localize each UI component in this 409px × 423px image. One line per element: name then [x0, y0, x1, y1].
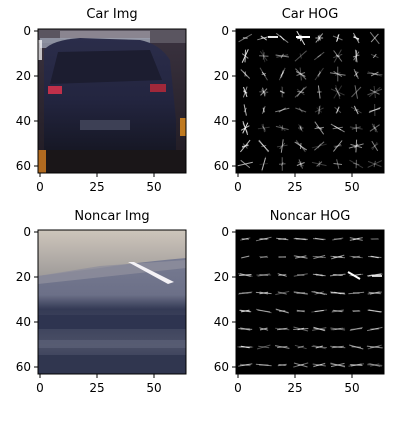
x-tick-label: 0 [234, 381, 242, 395]
y-tick-label: 0 [221, 24, 229, 38]
y-tick-label: 40 [16, 114, 31, 128]
y-tick-label: 0 [221, 225, 229, 239]
x-tick-label: 25 [287, 180, 302, 194]
panel-title: Car HOG [282, 7, 339, 22]
y-tick-label: 60 [16, 159, 31, 173]
noncar-photo [38, 230, 186, 374]
y-ticks: 0 20 40 60 [214, 24, 236, 173]
y-tick-label: 60 [16, 360, 31, 374]
hog-stroke [259, 56, 268, 57]
x-tick-label: 0 [36, 381, 44, 395]
x-ticks: 0 25 50 [234, 173, 359, 194]
x-ticks: 0 25 50 [36, 173, 161, 194]
x-tick-label: 25 [89, 180, 104, 194]
hog-stroke [297, 275, 304, 276]
x-tick-label: 50 [146, 180, 161, 194]
panel-title: Noncar HOG [270, 209, 351, 224]
x-tick-label: 50 [146, 381, 161, 395]
car-photo [38, 29, 186, 173]
x-ticks: 0 25 50 [234, 374, 359, 395]
y-tick-label: 40 [214, 114, 229, 128]
panel-title: Car Img [86, 7, 137, 22]
panel-noncar-img: Noncar Img 0 20 40 60 [16, 209, 186, 395]
y-tick-label: 40 [16, 315, 31, 329]
y-tick-label: 20 [16, 69, 31, 83]
x-tick-label: 50 [344, 381, 359, 395]
y-tick-label: 0 [23, 24, 31, 38]
y-tick-label: 60 [214, 159, 229, 173]
y-tick-label: 60 [214, 360, 229, 374]
x-tick-label: 25 [89, 381, 104, 395]
y-tick-label: 20 [16, 270, 31, 284]
y-tick-label: 20 [214, 270, 229, 284]
y-ticks: 0 20 40 60 [16, 24, 38, 173]
hog-background [236, 230, 384, 374]
y-ticks: 0 20 40 60 [16, 225, 38, 374]
y-tick-label: 0 [23, 225, 31, 239]
panel-title: Noncar Img [74, 209, 149, 224]
hog-stroke [297, 311, 305, 312]
x-tick-label: 50 [344, 180, 359, 194]
y-tick-label: 20 [214, 69, 229, 83]
y-tick-label: 40 [214, 315, 229, 329]
y-ticks: 0 20 40 60 [214, 225, 236, 374]
x-tick-label: 0 [36, 180, 44, 194]
hog-stroke [356, 71, 357, 77]
x-ticks: 0 25 50 [36, 374, 161, 395]
panel-car-img: Car Img 0 [16, 7, 186, 194]
x-tick-label: 0 [234, 180, 242, 194]
hog-background [236, 29, 384, 173]
panel-noncar-hog: Noncar HOG 0 20 40 60 0 25 [214, 209, 384, 395]
panel-car-hog: Car HOG 0 20 40 60 0 25 [214, 7, 384, 194]
x-tick-label: 25 [287, 381, 302, 395]
